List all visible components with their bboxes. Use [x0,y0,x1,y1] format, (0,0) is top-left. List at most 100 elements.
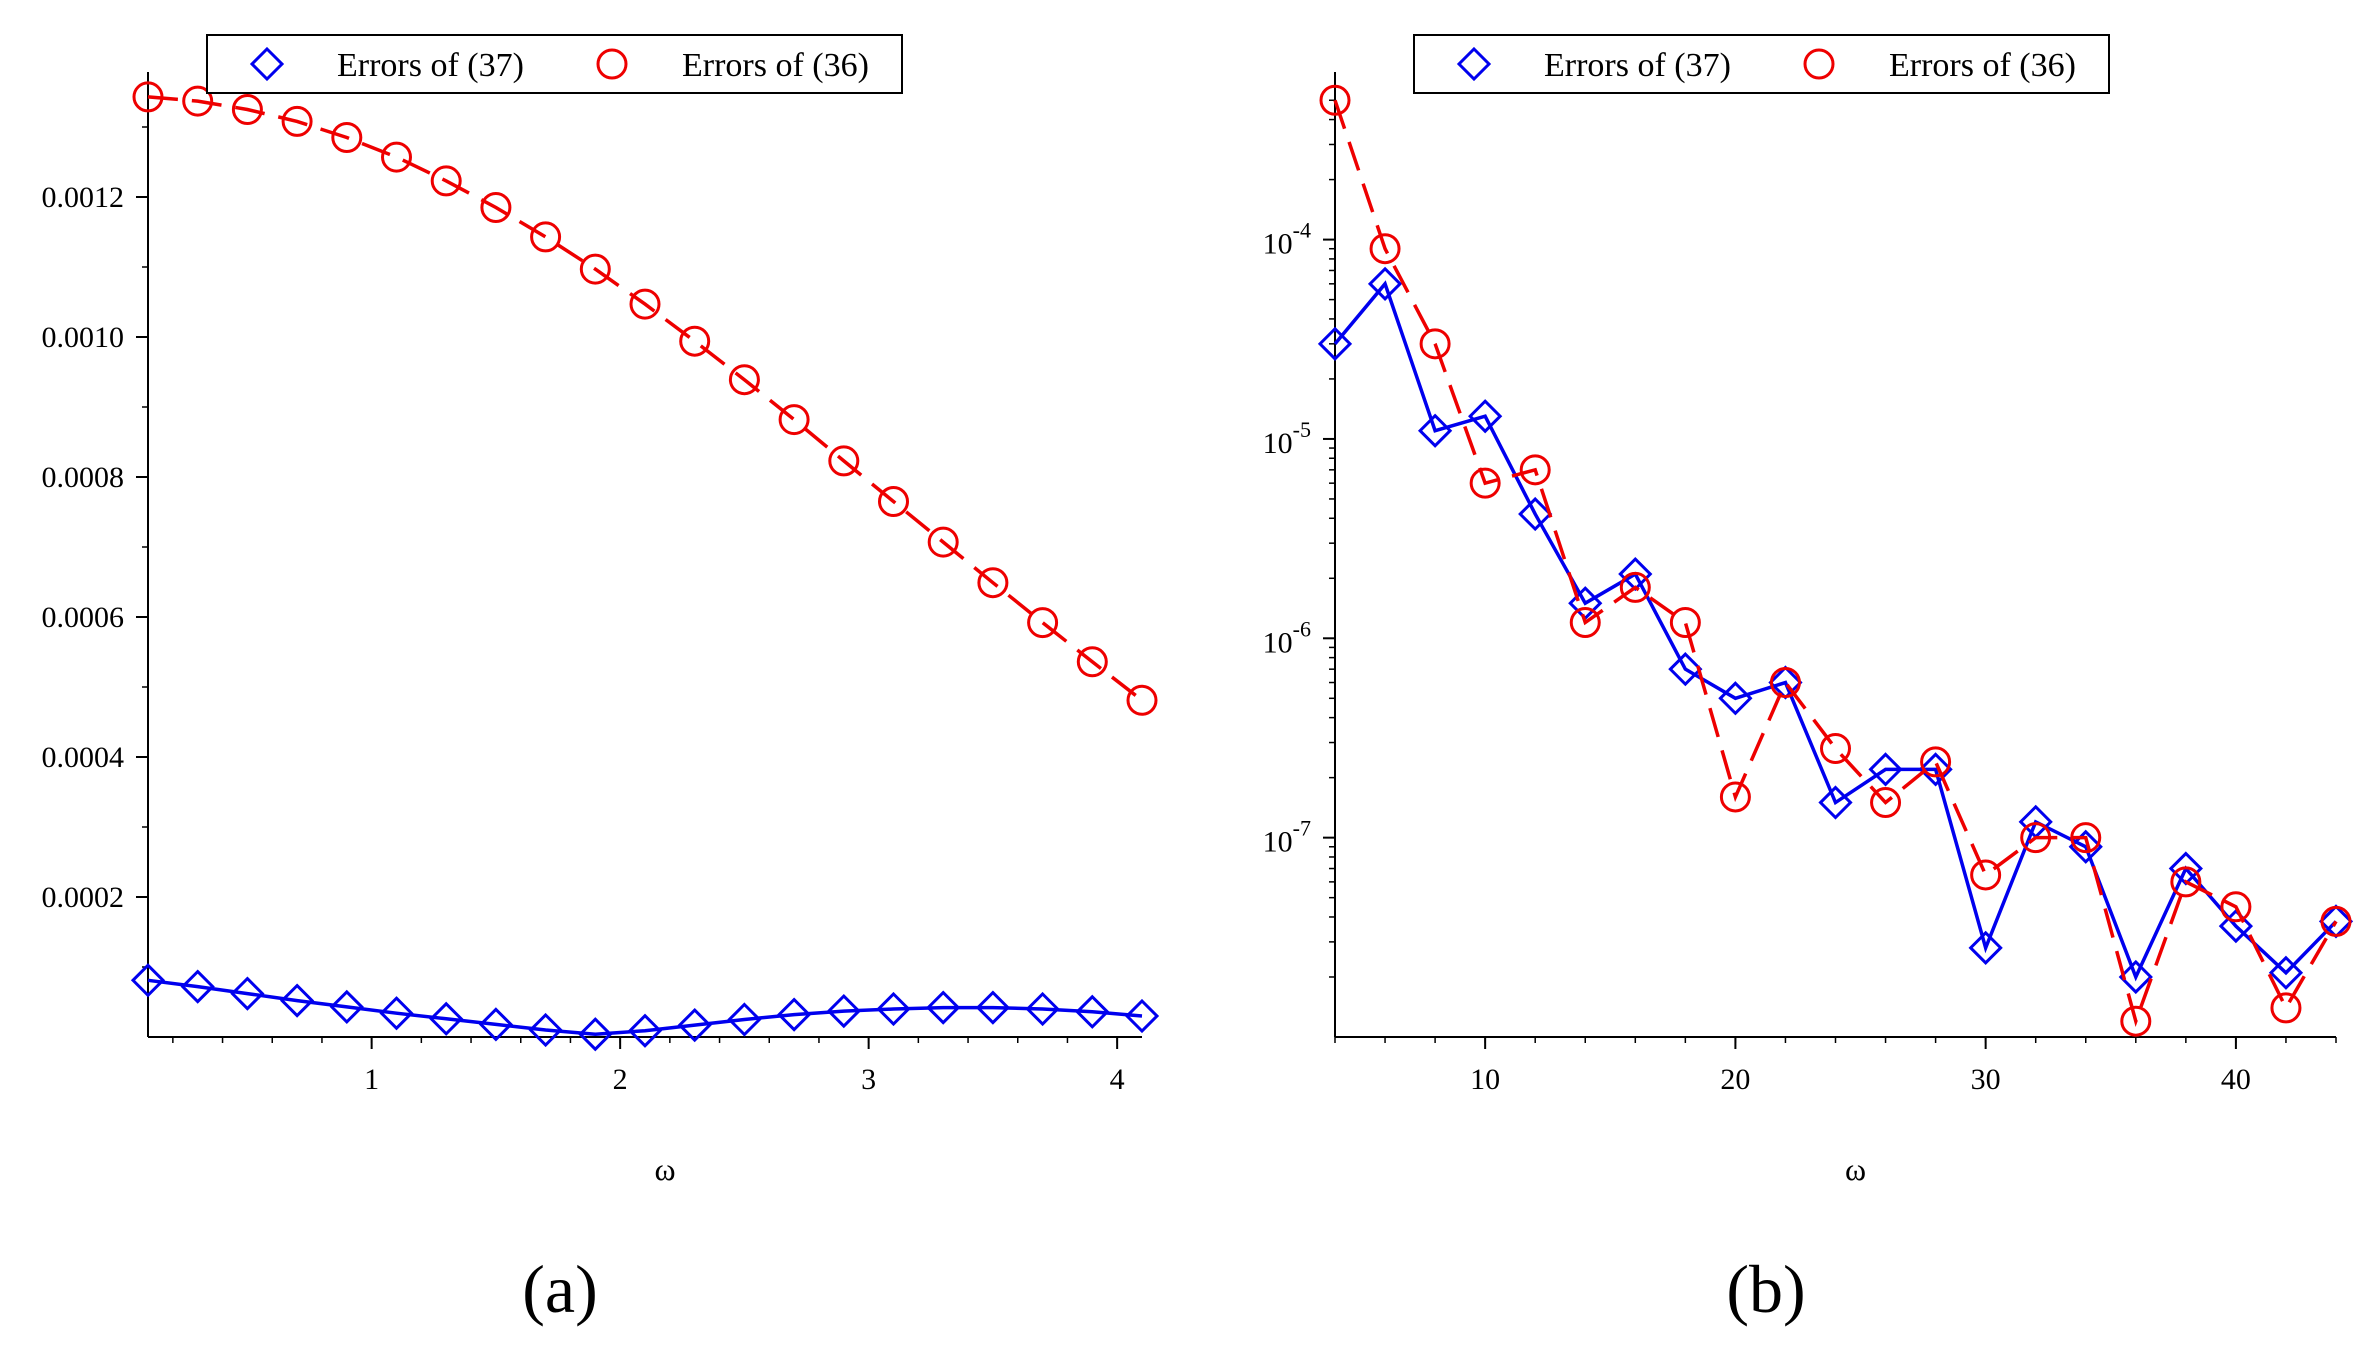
series-line [147,95,1144,702]
data-point [927,526,959,558]
legend-entry-label: Errors of (36) [682,47,869,84]
data-point [480,192,512,223]
x-tick-label: 3 [861,1063,876,1096]
data-point [530,221,562,253]
x-axis-label: ω [1845,1151,1866,1187]
data-point [1469,467,1501,499]
y-tick-label: 0.0006 [42,601,125,634]
data-point [2120,1005,2152,1037]
data-point [1970,859,2002,891]
data-point [1719,781,1751,813]
data-point [2220,891,2252,923]
data-point [430,165,462,197]
series-errors-36 [132,81,1158,716]
data-point [381,141,412,173]
series-errors-36 [1319,84,2352,1037]
legend-box [206,34,903,94]
legend-circle-icon [596,48,628,80]
data-point [2070,822,2102,854]
data-point [130,963,166,998]
data-point [1126,684,1158,716]
y-tick-label: 10-4 [1263,218,1311,261]
data-point [1417,413,1453,448]
data-point [279,983,315,1018]
data-point [977,567,1009,599]
data-point [182,85,214,117]
data-point [679,325,711,357]
data-point [2020,822,2052,854]
data-point [1718,681,1753,716]
x-tick-label: 2 [613,1063,628,1096]
data-point [1468,399,1503,434]
data-point [878,486,909,517]
data-point [629,288,661,320]
x-tick-label: 10 [1470,1063,1500,1096]
y-tick-label: 10-5 [1263,417,1311,460]
data-point [1076,646,1108,678]
y-tick-label: 0.0012 [42,181,125,214]
data-point [231,94,263,125]
data-point [331,122,363,153]
data-point [1668,652,1703,687]
data-point [1669,607,1701,639]
data-point [1870,787,1902,819]
y-tick-label: 0.0002 [42,881,125,914]
data-point [1920,746,1952,778]
data-point [1419,328,1451,360]
legend: Errors of (37) Errors of (36) [1413,34,2110,94]
data-point [1619,571,1651,603]
data-point [1918,752,1953,787]
data-point [429,1001,464,1036]
data-point [1868,752,1903,787]
data-point [2270,992,2302,1024]
data-point [578,1017,613,1052]
data-point [1317,326,1353,361]
panel-label: (b) [1726,1251,1805,1327]
data-point [478,1007,514,1042]
data-point [1519,454,1551,486]
data-point [1769,667,1801,699]
legend-entry-label: Errors of (36) [1889,47,2076,84]
y-tick-label: 0.0004 [42,741,125,774]
data-point [379,996,414,1031]
data-point [1818,785,1853,820]
legend-entry-label: Errors of (37) [1544,47,1731,84]
series-errors-37 [1317,266,2354,995]
data-point [329,989,364,1025]
data-point [975,990,1011,1025]
data-point [528,1012,563,1048]
data-point [826,993,861,1029]
panel-a: 1 2 3 4 0.0002 0.0004 0.0006 0.0008 0.0010 0.0012… [42,34,1160,1327]
legend: Errors of (37) Errors of (36) [206,34,903,94]
data-point [727,1002,762,1037]
x-tick-label: 30 [1971,1063,2001,1096]
data-point [2320,905,2352,937]
data-point [2118,959,2153,995]
x-tick-label: 4 [1110,1063,1125,1096]
legend-diamond-icon [1456,46,1492,82]
data-point [230,976,265,1011]
data-point [1367,266,1403,301]
x-tick-label: 1 [364,1063,379,1096]
data-point [1027,607,1059,639]
data-point [876,991,911,1027]
series-line [1333,99,2338,1028]
x-tick-label: 40 [2221,1063,2251,1096]
data-point [1319,84,1351,116]
legend-box [1413,34,2110,94]
data-point [2068,829,2103,864]
data-point [728,364,760,396]
y-tick-label: 0.0008 [42,461,125,494]
panel-label: (a) [522,1251,597,1327]
data-point [2170,866,2202,898]
data-point [180,969,215,1004]
data-point [2268,955,2304,990]
data-point [1025,991,1060,1027]
series-line [147,978,1143,1036]
data-point [1124,998,1160,1034]
data-point [778,404,810,436]
legend-diamond-icon [249,46,285,82]
data-point [1075,994,1110,1029]
